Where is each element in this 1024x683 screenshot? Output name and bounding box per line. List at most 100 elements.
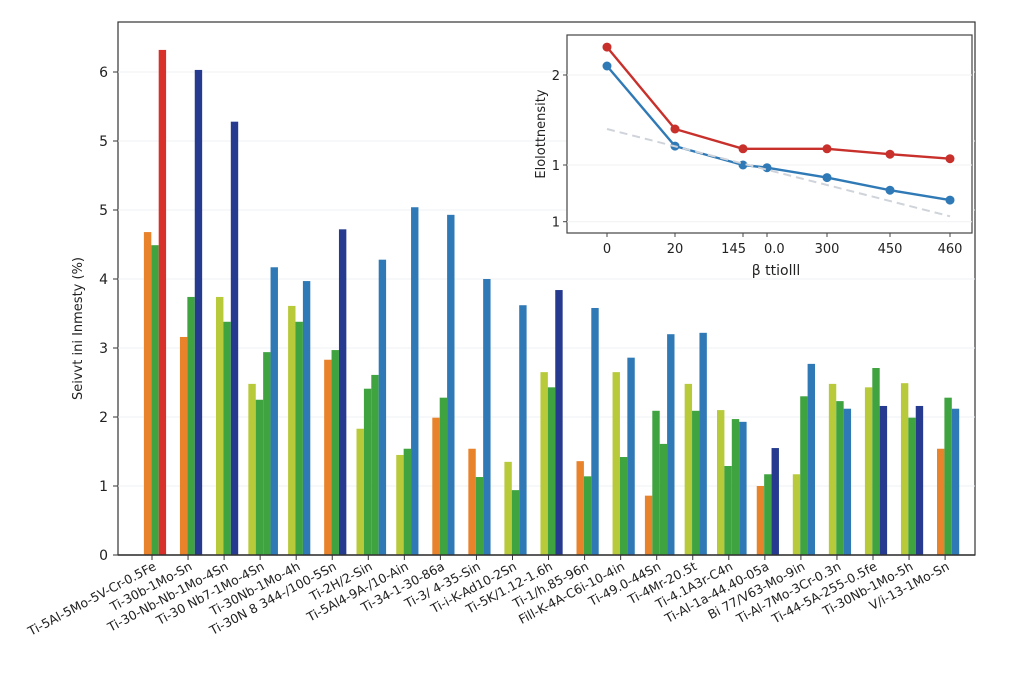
bar-22-1 <box>944 397 952 555</box>
inset-x-tick-label: 20 <box>667 242 684 257</box>
bar-10-2 <box>519 305 527 555</box>
bar-3-2 <box>263 352 271 555</box>
bar-4-1 <box>295 321 303 555</box>
bar-21-0 <box>900 383 909 555</box>
inset-series-0-line <box>606 46 951 160</box>
inset-y-tick-label: 1 <box>552 216 560 231</box>
y-tick-label: 2 <box>99 410 108 426</box>
bar-0-0 <box>143 232 152 555</box>
bar-5-1 <box>331 350 339 555</box>
bar-6-2 <box>371 374 379 555</box>
inset-series-1-point <box>762 163 772 173</box>
bar-2-1 <box>223 321 231 555</box>
bar-6-0 <box>356 428 364 555</box>
y-tick-label: 4 <box>99 272 108 288</box>
bar-19-1 <box>836 401 844 555</box>
inset-x-tick-label: 0 <box>603 242 611 257</box>
inset-series-1-point <box>885 185 895 195</box>
bar-15-2 <box>699 332 707 555</box>
bar-2-0 <box>216 296 224 555</box>
inset-frame <box>566 34 973 234</box>
bar-10-1 <box>511 490 520 555</box>
bar-11-2 <box>555 290 563 555</box>
bar-14-1 <box>652 410 660 555</box>
bar-11-1 <box>547 387 556 555</box>
bar-17-1 <box>764 474 772 555</box>
bar-21-1 <box>908 417 916 555</box>
bar-18-2 <box>807 363 815 555</box>
inset-x-tick-label: 0.0 <box>764 242 785 257</box>
inset-x-tick-label: 450 <box>878 242 903 257</box>
bar-8-1 <box>439 397 448 555</box>
bar-16-2 <box>731 419 740 555</box>
bar-20-1 <box>872 368 880 555</box>
inset-series-1-point <box>602 61 612 71</box>
bar-22-2 <box>951 408 960 555</box>
bar-11-0 <box>540 372 548 555</box>
bar-16-1 <box>724 465 732 555</box>
inset-x-axis-label: β ttiolll <box>752 263 801 279</box>
bar-0-2 <box>158 49 167 556</box>
bar-6-1 <box>363 388 372 555</box>
y-tick-label: 5 <box>99 134 108 150</box>
bar-20-2 <box>879 405 888 555</box>
inset-series-2-line <box>606 128 951 218</box>
y-tick-label: 3 <box>99 341 108 357</box>
bar-7-0 <box>396 454 404 555</box>
inset-y-tick-label: 2 <box>552 69 560 84</box>
inset-series-0-point <box>738 144 748 154</box>
y-tick-label: 5 <box>99 203 108 219</box>
inset-x-tick-label: 145 <box>721 242 746 257</box>
bar-19-0 <box>828 383 837 555</box>
inset-x-tick-label: 460 <box>938 242 963 257</box>
bar-4-0 <box>288 305 296 555</box>
bar-8-2 <box>447 214 455 555</box>
bar-16-0 <box>717 410 725 555</box>
bar-0-1 <box>151 245 159 555</box>
bar-15-0 <box>684 383 693 555</box>
bar-14-0 <box>644 495 653 555</box>
inset-series-1-point <box>945 195 955 205</box>
bar-3-3 <box>270 267 278 555</box>
bar-7-1 <box>403 448 412 555</box>
bar-1-0 <box>179 336 188 555</box>
inset-series-0-point <box>945 154 955 164</box>
bar-8-0 <box>432 417 440 555</box>
inset-series-0-point <box>602 42 612 52</box>
bar-1-1 <box>187 296 195 555</box>
bar-13-2 <box>627 357 635 555</box>
bar-16-3 <box>739 421 747 555</box>
y-axis-label: Seivvt ini Inmesty (%) <box>71 257 86 400</box>
bar-15-1 <box>692 410 700 555</box>
bar-20-0 <box>864 387 873 555</box>
bar-18-0 <box>792 474 801 555</box>
bar-19-2 <box>843 408 852 555</box>
inset-y-tick-label: 1 <box>552 159 560 174</box>
inset-series-0-point <box>885 149 895 159</box>
inset-series-0-point <box>670 124 680 134</box>
bar-17-0 <box>756 486 765 555</box>
bar-12-2 <box>591 307 599 555</box>
bar-6-3 <box>378 259 387 555</box>
bar-5-0 <box>324 359 332 555</box>
bar-13-0 <box>612 372 620 555</box>
bar-12-1 <box>583 476 592 555</box>
bar-3-0 <box>248 383 256 555</box>
inset-series-0-point <box>822 144 832 154</box>
y-tick-label: 6 <box>99 65 108 81</box>
bar-9-0 <box>468 448 476 555</box>
bar-18-1 <box>800 396 808 555</box>
bar-2-2 <box>230 121 239 556</box>
bar-3-1 <box>255 399 264 555</box>
bar-5-2 <box>338 229 347 555</box>
y-tick-label: 1 <box>99 479 108 495</box>
bar-13-1 <box>619 457 628 555</box>
bar-21-2 <box>915 405 924 555</box>
bar-22-0 <box>937 448 945 555</box>
bar-9-1 <box>475 477 484 555</box>
inset-series-1-point <box>822 173 832 183</box>
y-tick-label: 0 <box>99 548 108 564</box>
bar-12-0 <box>576 461 584 555</box>
inset-x-tick-label: 300 <box>815 242 840 257</box>
